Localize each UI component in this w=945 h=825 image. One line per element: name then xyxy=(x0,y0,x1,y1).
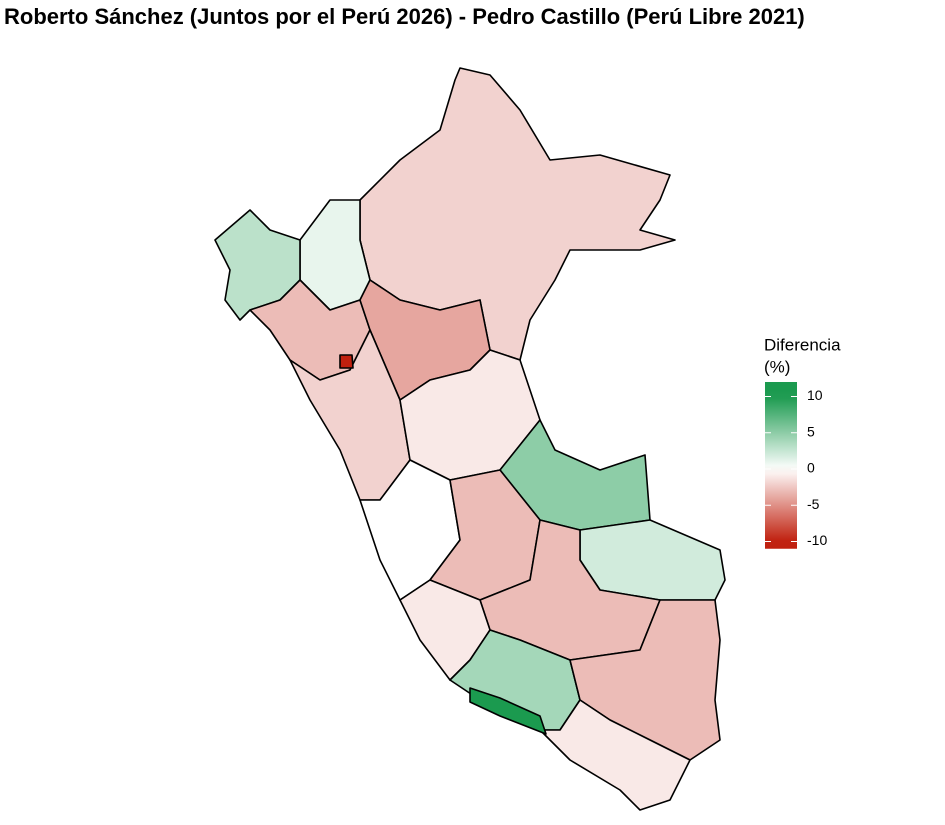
region xyxy=(469,687,547,735)
legend-title: (%) xyxy=(764,357,790,376)
tick-label: 0 xyxy=(807,460,815,476)
chart-title: Roberto Sánchez (Juntos por el Perú 2026… xyxy=(4,4,805,29)
legend-title: Diferencia xyxy=(764,335,841,354)
tick-label: -10 xyxy=(807,532,827,548)
colorbar xyxy=(765,382,797,549)
tick-label: 5 xyxy=(807,423,815,439)
map xyxy=(214,67,726,811)
tick-label: 10 xyxy=(807,387,823,403)
tick-label: -5 xyxy=(807,496,820,512)
region xyxy=(579,519,726,601)
region xyxy=(539,699,691,811)
region xyxy=(339,354,354,369)
